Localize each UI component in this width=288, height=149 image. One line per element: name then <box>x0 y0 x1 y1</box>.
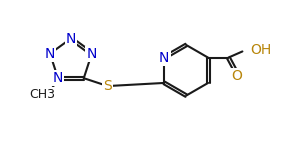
Text: N: N <box>53 71 63 85</box>
Text: CH3: CH3 <box>29 87 55 101</box>
Text: N: N <box>159 51 169 65</box>
Text: N: N <box>45 47 55 61</box>
Text: N: N <box>66 31 76 45</box>
Text: N: N <box>87 47 97 61</box>
Text: S: S <box>103 79 112 93</box>
Text: O: O <box>231 69 242 83</box>
Text: OH: OH <box>250 43 272 57</box>
